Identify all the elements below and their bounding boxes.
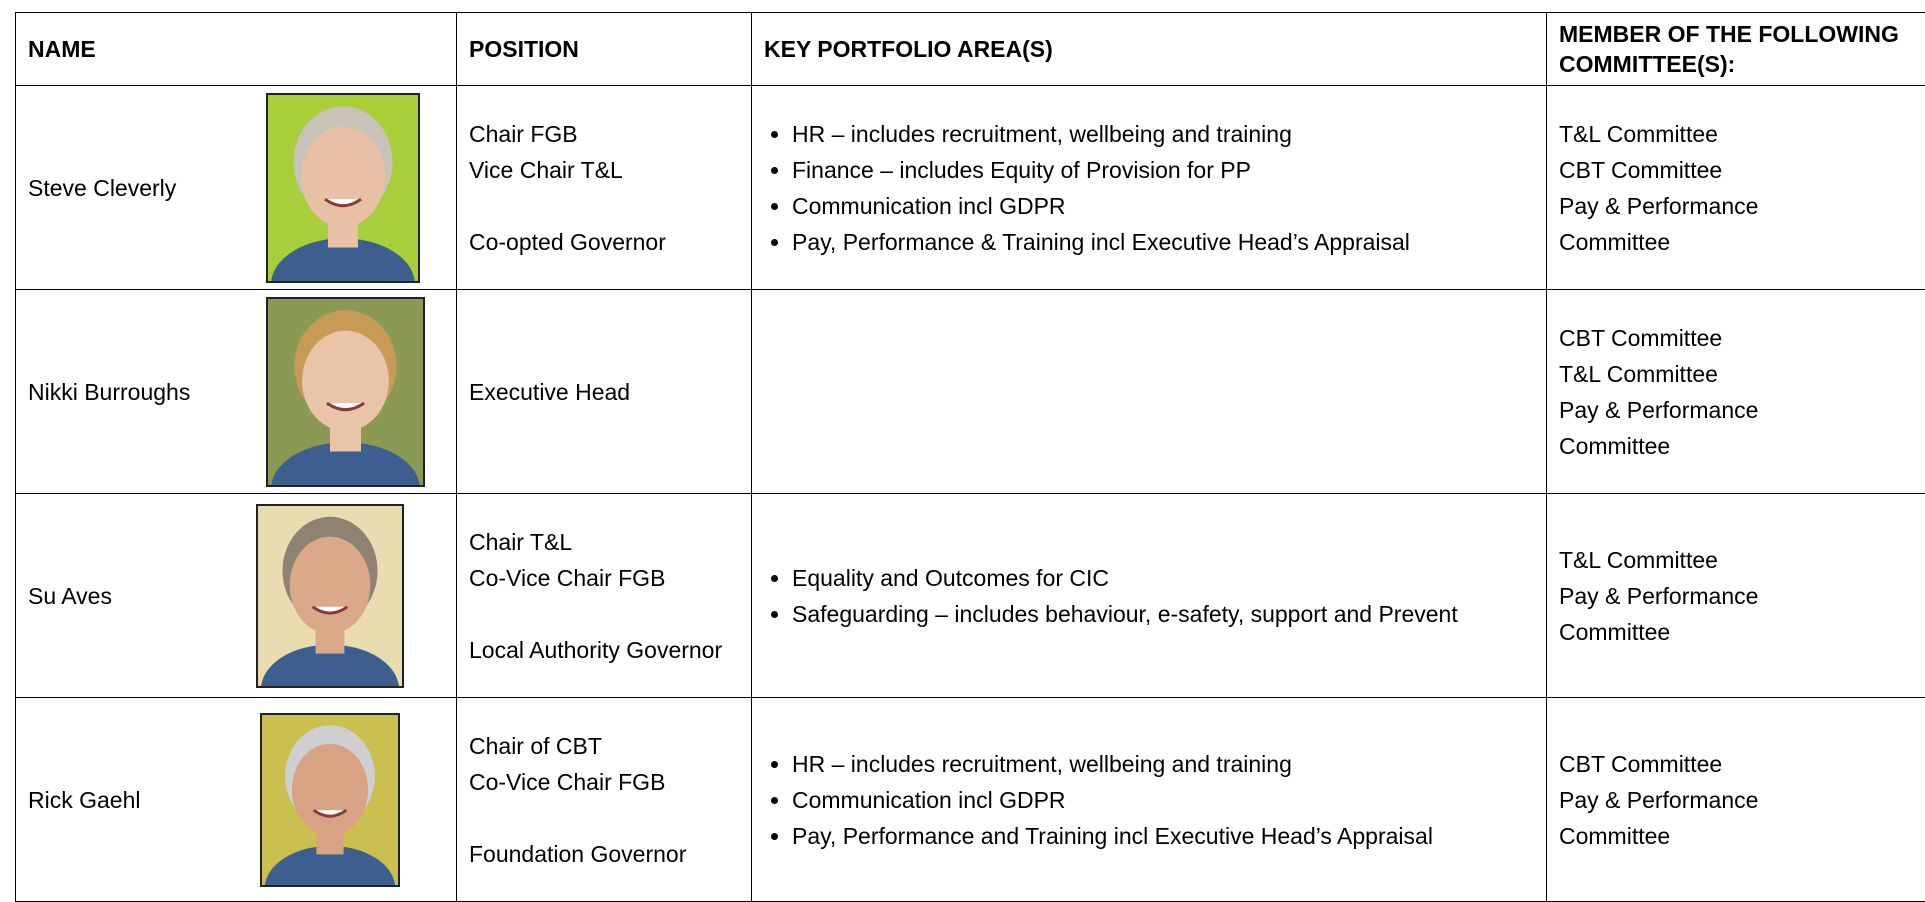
role: Co-Vice Chair FGB bbox=[469, 560, 739, 596]
gap bbox=[469, 800, 739, 836]
name-cell: Steve Cleverly bbox=[16, 86, 457, 290]
photo bbox=[266, 93, 420, 283]
name-cell: Nikki Burroughs bbox=[16, 290, 457, 494]
committee: Pay & Performance Committee bbox=[1559, 578, 1789, 650]
header-text: MEMBER OF THE FOLLOWING COMMITTEE(S): bbox=[1559, 19, 1925, 79]
header: KEY PORTFOLIO AREA(S) bbox=[752, 13, 1547, 86]
portfolio-item: Communication incl GDPR bbox=[792, 188, 1534, 224]
portfolio-cell bbox=[752, 290, 1547, 494]
committee: Pay & Performance Committee bbox=[1559, 188, 1789, 260]
photo bbox=[266, 297, 425, 487]
name: Su Aves bbox=[28, 583, 112, 609]
category: Co-opted Governor bbox=[469, 224, 739, 260]
portfolio-cell: HR – includes recruitment, wellbeing and… bbox=[752, 698, 1547, 902]
portfolio-cell: HR – includes recruitment, wellbeing and… bbox=[752, 86, 1547, 290]
position-cell: Executive Head bbox=[457, 290, 752, 494]
role: Chair FGB bbox=[469, 116, 739, 152]
portfolio-list: HR – includes recruitment, wellbeing and… bbox=[764, 116, 1534, 260]
committee: Pay & Performance Committee bbox=[1559, 782, 1789, 854]
portfolio-cell: Equality and Outcomes for CICSafeguardin… bbox=[752, 494, 1547, 698]
committee: CBT Committee bbox=[1559, 746, 1789, 782]
committee: CBT Committee bbox=[1559, 152, 1789, 188]
portfolio-list: HR – includes recruitment, wellbeing and… bbox=[764, 746, 1534, 854]
portfolio-list: Equality and Outcomes for CICSafeguardin… bbox=[764, 560, 1534, 632]
portfolio-item: Pay, Performance and Training incl Execu… bbox=[792, 818, 1534, 854]
role: Vice Chair T&L bbox=[469, 152, 739, 188]
role: Chair of CBT bbox=[469, 728, 739, 764]
gap bbox=[469, 188, 739, 224]
category: Foundation Governor bbox=[469, 836, 739, 872]
photo bbox=[256, 504, 404, 688]
photo bbox=[260, 713, 400, 887]
portfolio-item: Communication incl GDPR bbox=[792, 782, 1534, 818]
row: Nikki Burroughs Executive Head CBT Committ… bbox=[16, 290, 1925, 494]
name: Steve Cleverly bbox=[28, 175, 176, 201]
header: MEMBER OF THE FOLLOWING COMMITTEE(S): bbox=[1547, 13, 1925, 86]
portfolio-item: Finance – includes Equity of Provision f… bbox=[792, 152, 1534, 188]
gap bbox=[469, 596, 739, 632]
portfolio-item: HR – includes recruitment, wellbeing and… bbox=[792, 746, 1534, 782]
committee: T&L Committee bbox=[1559, 356, 1789, 392]
name: Rick Gaehl bbox=[28, 787, 140, 813]
committee: T&L Committee bbox=[1559, 542, 1789, 578]
portfolio-item: Equality and Outcomes for CIC bbox=[792, 560, 1534, 596]
role: Chair T&L bbox=[469, 524, 739, 560]
committee: T&L Committee bbox=[1559, 116, 1789, 152]
header-row: NAME POSITION KEY PORTFOLIO AREA(S) MEMB… bbox=[16, 13, 1925, 86]
committee: Pay & Performance Committee bbox=[1559, 392, 1789, 464]
portfolio-item: Pay, Performance & Training incl Executi… bbox=[792, 224, 1534, 260]
name-cell: Rick Gaehl bbox=[16, 698, 457, 902]
name: Nikki Burroughs bbox=[28, 379, 190, 405]
header: NAME bbox=[16, 13, 457, 86]
portfolio-item: HR – includes recruitment, wellbeing and… bbox=[792, 116, 1534, 152]
category: Local Authority Governor bbox=[469, 632, 739, 668]
committee: CBT Committee bbox=[1559, 320, 1789, 356]
role: Executive Head bbox=[469, 374, 739, 410]
portfolio-item: Safeguarding – includes behaviour, e-saf… bbox=[792, 596, 1534, 632]
name-cell: Su Aves bbox=[16, 494, 457, 698]
governors-table: NAME POSITION KEY PORTFOLIO AREA(S) MEMB… bbox=[15, 12, 1925, 902]
role: Co-Vice Chair FGB bbox=[469, 764, 739, 800]
header: POSITION bbox=[457, 13, 752, 86]
